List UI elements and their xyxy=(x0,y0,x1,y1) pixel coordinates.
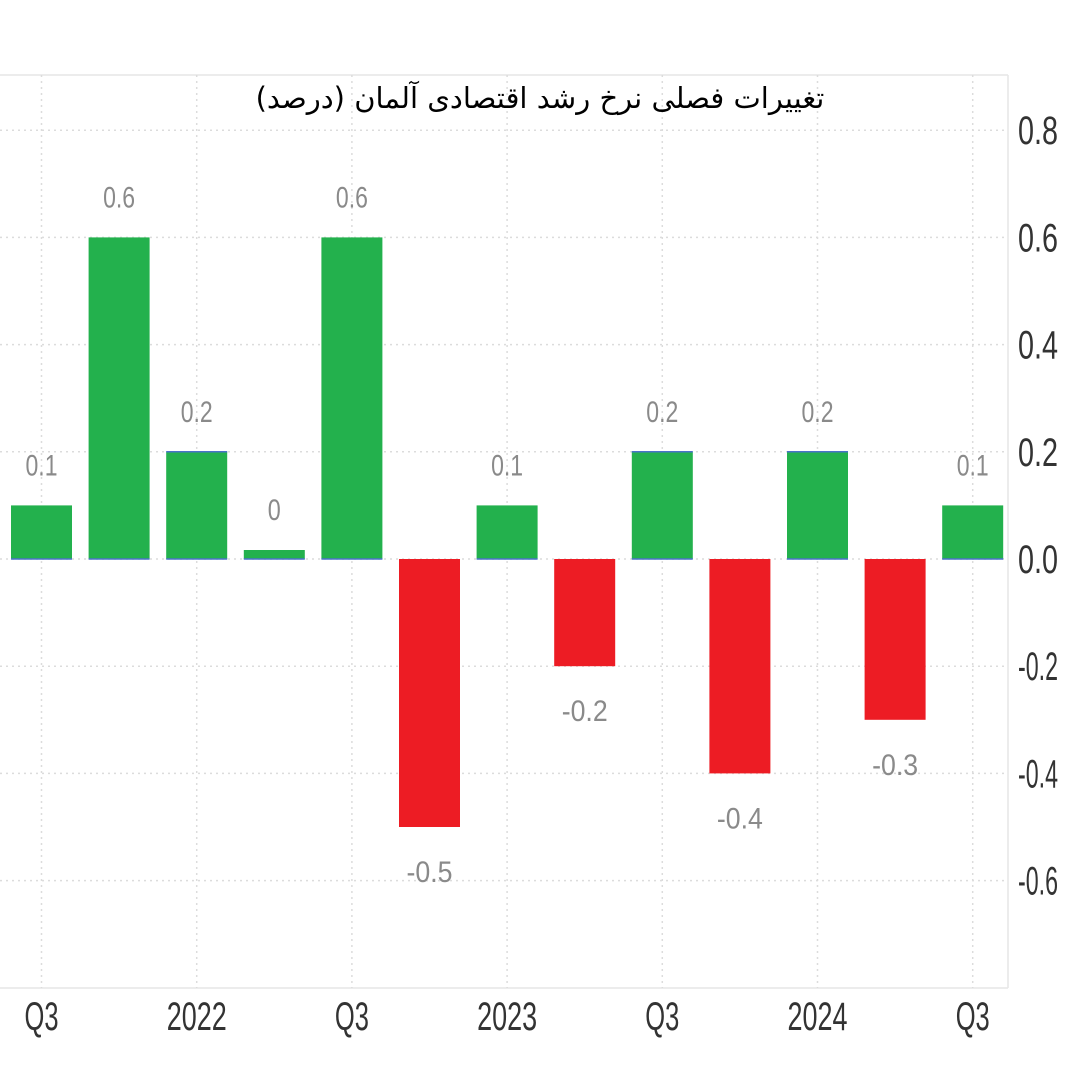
bar xyxy=(476,505,538,559)
bar xyxy=(864,559,926,720)
y-tick-label: 0.2 xyxy=(1018,431,1058,475)
y-tick-label: 0.4 xyxy=(1018,324,1058,368)
y-tick-label: -0.2 xyxy=(1018,645,1058,689)
bar xyxy=(631,451,693,559)
chart-title: تغییرات فصلی نرخ رشد اقتصادی آلمان (درصد… xyxy=(256,80,825,115)
data-label: 0.2 xyxy=(646,396,678,429)
x-tick-label: 2024 xyxy=(788,995,848,1039)
bar xyxy=(243,550,305,559)
data-label: 0.2 xyxy=(181,396,213,429)
y-tick-label: 0.0 xyxy=(1018,538,1058,582)
y-tick-label: -0.4 xyxy=(1018,752,1058,796)
data-label: 0.6 xyxy=(336,181,368,214)
x-axis: Q3 2022 Q3 2023 Q3 2024 Q3 xyxy=(25,995,990,1039)
data-label: -0.4 xyxy=(717,802,763,835)
bar xyxy=(554,559,616,667)
bar xyxy=(166,451,228,559)
y-tick-label: 0.8 xyxy=(1018,109,1058,153)
y-tick-label: -0.6 xyxy=(1018,860,1058,904)
x-tick-label: Q3 xyxy=(25,995,59,1039)
bars xyxy=(11,237,1004,827)
x-tick-label: Q3 xyxy=(956,995,990,1039)
bar xyxy=(88,237,150,559)
data-label: -0.5 xyxy=(407,856,453,889)
data-label: 0 xyxy=(268,494,281,527)
bar xyxy=(787,451,848,559)
x-tick-label: 2023 xyxy=(477,995,537,1039)
bar xyxy=(399,559,460,827)
bar xyxy=(321,237,383,559)
data-label: 0.1 xyxy=(957,449,989,482)
data-label: 0.2 xyxy=(802,396,834,429)
data-label: 0.1 xyxy=(26,449,58,482)
data-label: 0.6 xyxy=(103,181,135,214)
y-tick-label: 0.6 xyxy=(1018,216,1058,260)
data-label: -0.3 xyxy=(872,749,918,782)
x-tick-label: Q3 xyxy=(335,995,369,1039)
bar xyxy=(942,505,1004,559)
bar xyxy=(709,559,771,774)
bar xyxy=(11,505,72,559)
data-label: 0.1 xyxy=(491,449,523,482)
y-axis: 0.8 0.6 0.4 0.2 0.0 -0.2 -0.4 -0.6 xyxy=(1018,109,1058,903)
x-tick-label: Q3 xyxy=(645,995,679,1039)
data-labels: 0.1 0.6 0.2 0 0.6 -0.5 0.1 -0.2 0.2 -0.4 0.2 -0.3 0.… xyxy=(26,181,989,889)
data-label: -0.2 xyxy=(562,695,608,728)
x-tick-label: 2022 xyxy=(167,995,227,1039)
